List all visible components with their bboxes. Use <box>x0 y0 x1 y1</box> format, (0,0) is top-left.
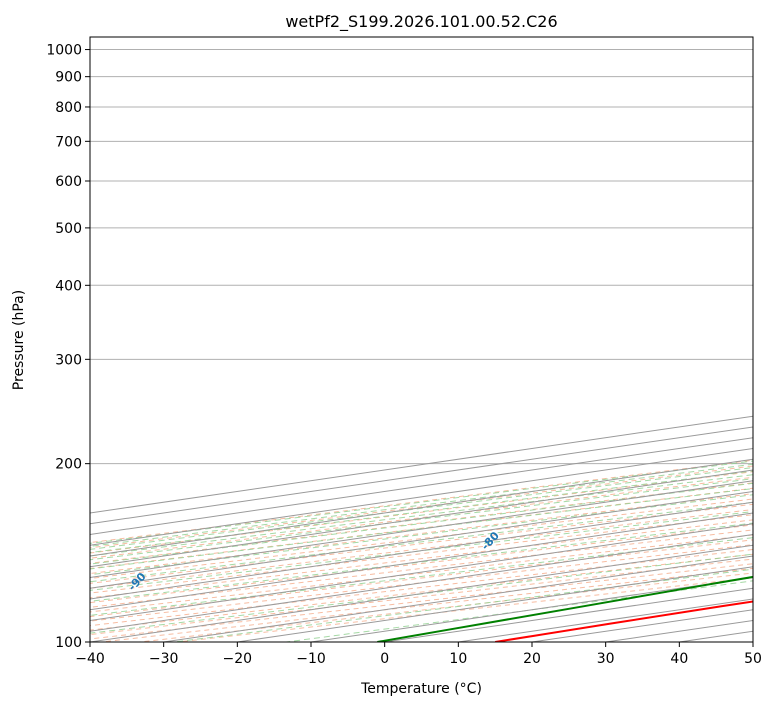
moist-adiabat <box>90 488 753 570</box>
y-tick-label: 1000 <box>46 43 82 59</box>
dry-adiabat <box>90 465 753 549</box>
temperature-profile-line <box>495 600 753 642</box>
isotherm <box>90 490 753 589</box>
moist-adiabat <box>90 467 753 550</box>
dry-adiabat <box>90 487 753 569</box>
dry-adiabat <box>90 459 753 544</box>
y-axis-label: Pressure (hPa) <box>11 290 27 390</box>
isotherm <box>90 426 753 525</box>
y-tick-label: 200 <box>55 457 82 473</box>
isotherm-label: -90 <box>126 570 149 594</box>
dry-adiabat <box>90 482 753 564</box>
dry-adiabat <box>90 503 753 584</box>
moist-adiabat <box>90 460 753 544</box>
dry-adiabat <box>90 524 753 604</box>
moist-adiabat <box>90 474 753 557</box>
isotherm <box>90 415 753 514</box>
isotherm <box>90 447 753 546</box>
dry-adiabat <box>90 539 753 618</box>
dry-adiabat <box>90 549 753 627</box>
isotherm <box>605 619 753 642</box>
dry-adiabat <box>90 519 753 599</box>
x-tick-label: 0 <box>380 651 389 667</box>
moist-adiabat <box>90 501 753 583</box>
moist-adiabat <box>90 537 753 616</box>
dry-adiabat <box>101 567 753 642</box>
dry-adiabat <box>90 529 753 608</box>
dry-adiabat <box>90 514 753 594</box>
dry-adiabat <box>90 558 753 636</box>
isotherm <box>163 555 753 642</box>
plot-frame <box>89 36 754 643</box>
moist-adiabat <box>174 568 753 642</box>
moist-adiabat <box>90 494 753 576</box>
isotherm <box>90 437 753 535</box>
isotherm <box>752 641 753 642</box>
x-tick-label: 40 <box>670 651 688 667</box>
isotherm <box>90 533 753 632</box>
dry-adiabat <box>90 534 753 613</box>
x-tick-label: −10 <box>296 651 326 667</box>
y-tick-label: 700 <box>55 134 82 150</box>
moist-adiabat <box>90 482 753 565</box>
chart-title: wetPf2_S199.2026.101.00.52.C26 <box>285 12 557 32</box>
moist-adiabat <box>90 470 753 554</box>
isotherm <box>90 469 753 568</box>
x-tick-label: −30 <box>149 651 179 667</box>
dry-adiabat <box>90 493 753 574</box>
x-tick-label: −20 <box>223 651 253 667</box>
moist-adiabat <box>90 553 753 634</box>
isotherm <box>90 523 753 621</box>
isotherm <box>90 480 753 578</box>
y-tick-label: 900 <box>55 70 82 86</box>
y-tick-label: 500 <box>55 221 82 237</box>
x-tick-label: 20 <box>523 651 541 667</box>
y-tick-label: 600 <box>55 174 82 190</box>
dry-adiabat <box>90 476 753 559</box>
moist-adiabat <box>90 522 753 602</box>
isotherm <box>90 512 753 611</box>
dry-adiabat <box>90 509 753 589</box>
moist-adiabat <box>90 478 753 561</box>
x-tick-label: 30 <box>597 651 615 667</box>
dewpoint-profile-line <box>377 575 753 642</box>
isotherm <box>458 598 753 642</box>
y-tick-label: 800 <box>55 100 82 116</box>
dry-adiabat <box>90 553 753 631</box>
isotherm <box>90 458 753 557</box>
y-tick-label: 100 <box>55 635 82 651</box>
x-tick-label: 10 <box>449 651 467 667</box>
moist-adiabat <box>90 511 753 591</box>
x-tick-label: 50 <box>744 651 762 667</box>
dry-adiabat <box>90 544 753 622</box>
dry-adiabat <box>90 498 753 579</box>
x-tick-label: −40 <box>75 651 105 667</box>
isotherm <box>90 501 753 600</box>
isotherm <box>310 576 753 642</box>
y-tick-label: 300 <box>55 352 82 368</box>
y-tick-label: 400 <box>55 278 82 294</box>
moist-adiabat <box>90 463 753 547</box>
dry-adiabat <box>90 471 753 554</box>
x-axis-label: Temperature (°C) <box>360 681 482 697</box>
